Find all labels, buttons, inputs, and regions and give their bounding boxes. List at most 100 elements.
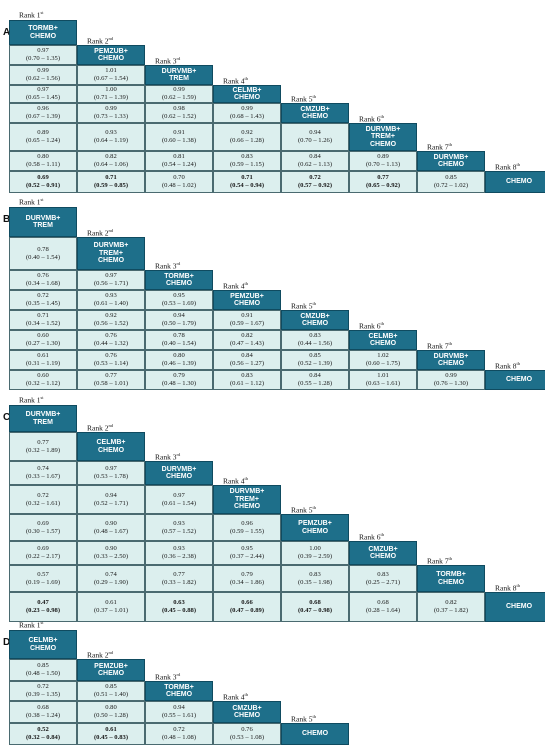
hazard-ratio: 1.01: [377, 372, 389, 380]
hazard-ratio: 0.78: [173, 332, 185, 340]
hazard-ratio: 0.82: [105, 153, 117, 161]
confidence-interval: (0.68 – 1.43): [229, 113, 265, 120]
rank-ordinal-suffix: rd: [176, 452, 181, 457]
confidence-interval: (0.52 – 0.91): [25, 182, 61, 189]
treatment-cell: DURVMB+ TREM: [9, 207, 77, 237]
treatment-name-line: CELMB+: [368, 332, 398, 340]
confidence-interval: (0.53 – 1.14): [93, 360, 129, 367]
hazard-ratio: 0.89: [377, 153, 389, 161]
hazard-ratio: 0.91: [241, 312, 253, 320]
treatment-name-line: TORMB+: [28, 25, 58, 33]
rank-label: Rank 1st: [19, 395, 43, 405]
hazard-ratio: 0.76: [37, 272, 49, 280]
hazard-ratio: 0.68: [37, 704, 49, 712]
rank-number: Rank 1: [19, 197, 41, 207]
treatment-name-line: PEMZUB+: [298, 520, 332, 528]
hazard-ratio: 0.97: [37, 47, 49, 55]
confidence-interval: (0.53 – 1.08): [229, 734, 265, 741]
confidence-interval: (0.70 – 1.35): [25, 55, 61, 62]
comparison-cell: 0.93 (0.57 – 1.52): [145, 514, 213, 541]
rank-label: Rank 5th: [291, 505, 316, 515]
rank-label: Rank 7th: [427, 142, 452, 152]
rank-ordinal-suffix: th: [448, 341, 452, 346]
rank-label: Rank 8th: [495, 361, 520, 371]
comparison-cell: 0.82 (0.37 – 1.82): [417, 592, 485, 622]
rank-number: Rank 4: [223, 692, 245, 702]
treatment-name-line: CHEMO: [29, 644, 57, 652]
comparison-cell: 0.72 (0.35 – 1.45): [9, 290, 77, 310]
hazard-ratio: 0.94: [173, 704, 185, 712]
treatment-name-line: CHEMO: [437, 161, 465, 168]
confidence-interval: (0.64 – 1.06): [93, 161, 129, 168]
hazard-ratio: 0.96: [241, 519, 253, 527]
treatment-cell: DURVMB+ TREM+ CHEMO: [349, 123, 417, 151]
confidence-interval: (0.61 – 1.54): [161, 499, 197, 507]
hazard-ratio: 0.69: [37, 545, 49, 553]
hazard-ratio: 0.61: [37, 352, 49, 360]
comparison-cell: 0.57 (0.19 – 1.69): [9, 565, 77, 592]
rank-label: Rank 8th: [495, 162, 520, 172]
hazard-ratio: 0.79: [241, 570, 253, 578]
rank-number: Rank 1: [19, 395, 41, 405]
rank-number: Rank 7: [427, 341, 449, 351]
hazard-ratio: 0.47: [37, 599, 49, 607]
treatment-name-line: DURVMB+: [25, 411, 61, 419]
comparison-cell: 0.60 (0.27 – 1.30): [9, 330, 77, 350]
comparison-cell: 0.93 (0.61 – 1.40): [77, 290, 145, 310]
hazard-ratio: 0.99: [241, 105, 253, 113]
hazard-ratio: 0.85: [37, 662, 49, 670]
comparison-cell: 0.98 (0.62 – 1.52): [145, 103, 213, 123]
comparison-cell: 0.72 (0.48 – 1.08): [145, 723, 213, 745]
rank-number: Rank 8: [495, 583, 517, 593]
confidence-interval: (0.56 – 1.27): [229, 360, 265, 367]
confidence-interval: (0.31 – 1.19): [25, 360, 61, 367]
confidence-interval: (0.29 – 1.90): [93, 578, 129, 586]
hazard-ratio: 0.68: [377, 599, 389, 607]
rank-label: Rank 1st: [19, 10, 43, 20]
comparison-cell: 0.71 (0.59 – 0.85): [77, 171, 145, 193]
rank-label: Rank 7th: [427, 341, 452, 351]
confidence-interval: (0.46 – 1.39): [161, 360, 197, 367]
confidence-interval: (0.23 – 0.98): [25, 607, 61, 614]
treatment-name-line: CHEMO: [437, 360, 465, 367]
rank-label: Rank 3rd: [155, 672, 180, 682]
rank-number: Rank 7: [427, 142, 449, 152]
confidence-interval: (0.59 – 0.85): [93, 182, 129, 189]
treatment-name-line: CHEMO: [165, 691, 193, 698]
hazard-ratio: 0.85: [309, 352, 321, 360]
rank-number: Rank 5: [291, 301, 313, 311]
confidence-interval: (0.56 – 1.71): [93, 280, 129, 287]
treatment-cell: CMZUB+ CHEMO: [349, 541, 417, 565]
comparison-cell: 0.94 (0.55 – 1.61): [145, 701, 213, 723]
confidence-interval: (0.33 – 2.50): [93, 553, 129, 560]
comparison-cell: 0.77 (0.65 – 0.92): [349, 171, 417, 193]
comparison-cell: 0.83 (0.44 – 1.56): [281, 330, 349, 350]
rank-ordinal-suffix: th: [312, 505, 316, 510]
comparison-cell: 0.80 (0.58 – 1.11): [9, 151, 77, 171]
hazard-ratio: 0.66: [241, 599, 253, 607]
comparison-cell: 0.70 (0.48 – 1.02): [145, 171, 213, 193]
comparison-cell: 0.94 (0.52 – 1.71): [77, 485, 145, 514]
hazard-ratio: 0.99: [105, 105, 117, 113]
hazard-ratio: 0.60: [37, 332, 49, 340]
comparison-cell: 0.97 (0.65 – 1.45): [9, 85, 77, 103]
hazard-ratio: 0.74: [37, 465, 49, 473]
treatment-name-line: CHEMO: [97, 670, 125, 677]
hazard-ratio: 1.00: [105, 86, 117, 94]
hazard-ratio: 0.79: [173, 372, 185, 380]
confidence-interval: (0.55 – 1.61): [161, 712, 197, 719]
treatment-name-line: CHEMO: [369, 140, 397, 148]
comparison-cell: 0.61 (0.37 – 1.01): [77, 592, 145, 622]
hazard-ratio: 0.91: [173, 129, 185, 137]
confidence-interval: (0.67 – 1.39): [25, 113, 61, 120]
hazard-ratio: 0.90: [105, 519, 117, 527]
hazard-ratio: 0.52: [37, 726, 49, 734]
hazard-ratio: 0.83: [309, 570, 321, 578]
treatment-name-line: CELMB+: [96, 439, 126, 447]
rank-label: Rank 3rd: [155, 261, 180, 271]
confidence-interval: (0.65 – 1.45): [25, 94, 61, 101]
rank-label: Rank 4th: [223, 692, 248, 702]
hazard-ratio: 0.69: [37, 519, 49, 527]
hazard-ratio: 0.71: [241, 174, 253, 182]
treatment-name-line: TREM: [169, 75, 189, 82]
